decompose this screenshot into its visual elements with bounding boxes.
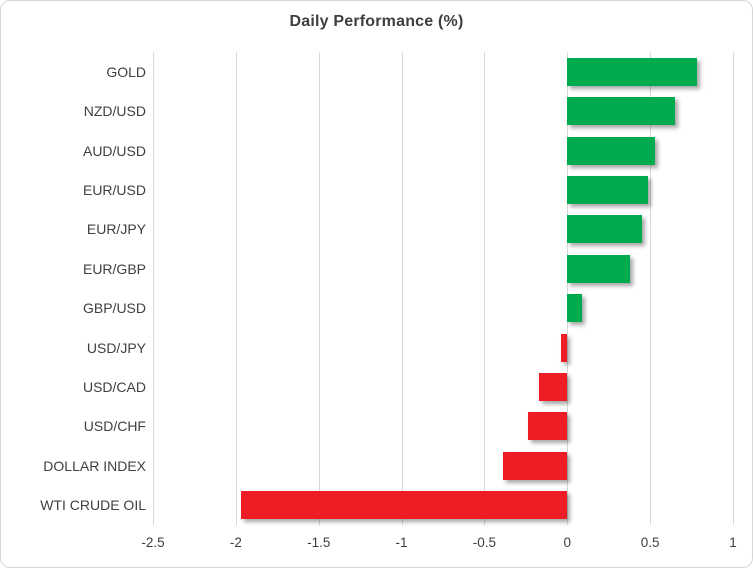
bar-nzd-usd (567, 97, 675, 126)
x-tick-label: 0.5 (640, 535, 660, 550)
x-axis: -2.5 -2 -1.5 -1 -0.5 0 0.5 1 (141, 535, 736, 557)
category-label: EUR/USD (82, 181, 146, 198)
bar-usd-chf (527, 412, 568, 441)
bar-usd-jpy (560, 333, 568, 362)
gridline (318, 52, 320, 525)
bar-wti-crude-oil (240, 491, 568, 520)
bar-dollar-index (502, 451, 568, 480)
gridline (484, 52, 486, 525)
category-label: NZD/USD (83, 103, 146, 120)
bar-usd-cad (539, 373, 568, 402)
bar-gold (567, 57, 697, 86)
x-tick-label: 0 (563, 535, 572, 550)
category-label: EUR/GBP (82, 260, 146, 277)
x-tick-label: -1 (395, 535, 408, 550)
gridline (153, 52, 154, 525)
chart-title: Daily Performance (%) (289, 13, 464, 30)
category-label: GBP/USD (82, 300, 146, 317)
zero-gridline (567, 52, 569, 525)
x-tick-label: -2.5 (141, 535, 165, 550)
bar-eur-jpy (567, 215, 642, 244)
x-tick-label: 1 (729, 535, 737, 550)
bar-gbp-usd (567, 294, 583, 323)
gridline (650, 52, 652, 525)
category-label: USD/JPY (86, 339, 146, 356)
x-tick-label: -0.5 (472, 535, 497, 550)
category-label: EUR/JPY (86, 221, 146, 238)
category-label: USD/CAD (82, 379, 146, 396)
bar-eur-gbp (567, 254, 631, 283)
category-labels: GOLD NZD/USD AUD/USD EUR/USD EUR/JPY EUR/GBP G… (1, 52, 146, 525)
category-label: GOLD (106, 63, 146, 80)
category-label: DOLLAR INDEX (43, 457, 146, 474)
gridline (235, 52, 237, 525)
plot-area (153, 52, 734, 525)
bar-eur-usd (567, 175, 649, 204)
x-tick-label: -1.5 (307, 535, 331, 550)
bar-aud-usd (567, 136, 656, 165)
category-label: USD/CHF (83, 418, 146, 435)
gridline (401, 52, 403, 525)
x-tick-label: -2 (229, 535, 242, 550)
gridline (733, 52, 734, 525)
category-label: AUD/USD (82, 142, 146, 159)
category-label: WTI CRUDE OIL (40, 497, 146, 514)
